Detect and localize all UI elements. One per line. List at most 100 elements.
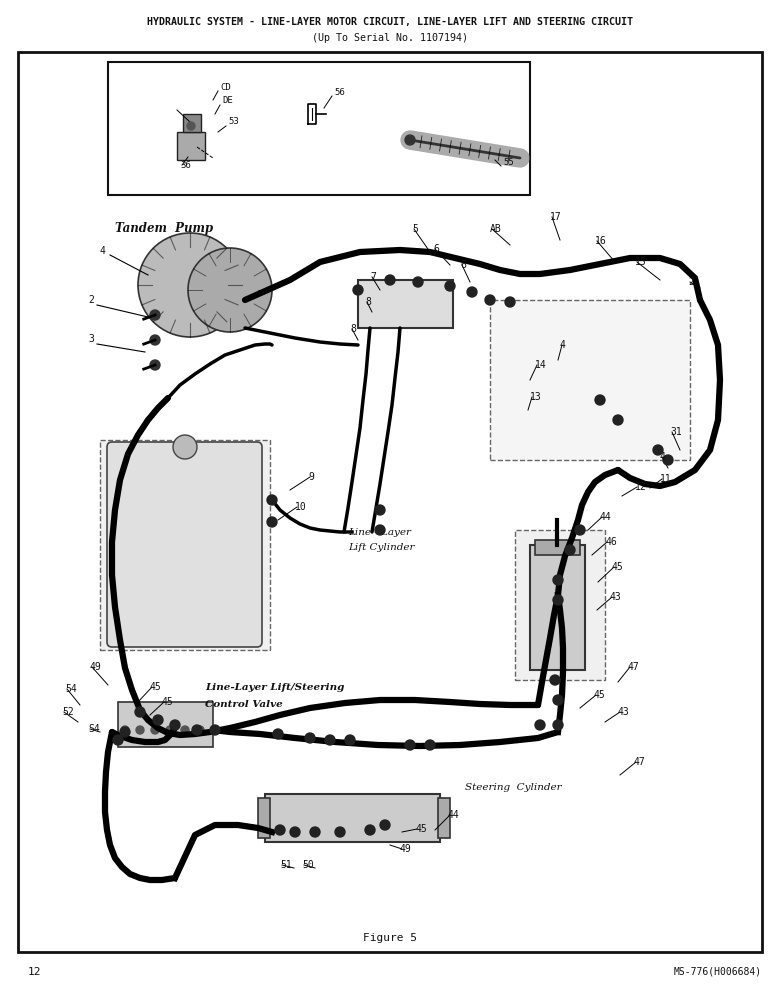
Text: CD: CD — [220, 83, 231, 92]
Text: 2: 2 — [688, 277, 694, 287]
Circle shape — [613, 415, 623, 425]
Text: Line-Layer Lift/Steering: Line-Layer Lift/Steering — [205, 683, 345, 692]
Circle shape — [565, 545, 575, 555]
Text: Steering  Cylinder: Steering Cylinder — [465, 783, 562, 792]
Text: 36: 36 — [180, 161, 191, 170]
Circle shape — [485, 295, 495, 305]
Circle shape — [467, 287, 477, 297]
Bar — [177, 132, 205, 160]
Text: Figure 5: Figure 5 — [363, 933, 417, 943]
Circle shape — [553, 695, 563, 705]
Text: 47: 47 — [628, 662, 640, 672]
Bar — [438, 798, 450, 838]
Circle shape — [553, 720, 563, 730]
Text: 53: 53 — [228, 117, 239, 126]
Circle shape — [273, 729, 283, 739]
Text: 14: 14 — [535, 360, 547, 370]
Text: 5: 5 — [412, 224, 418, 234]
Text: 4: 4 — [560, 340, 566, 350]
Text: 45: 45 — [162, 697, 174, 707]
Circle shape — [505, 297, 515, 307]
Circle shape — [445, 281, 455, 291]
Text: 50: 50 — [302, 860, 314, 870]
Circle shape — [121, 726, 129, 734]
Circle shape — [166, 726, 174, 734]
Circle shape — [335, 827, 345, 837]
Text: 45: 45 — [150, 682, 161, 692]
Text: 43: 43 — [618, 707, 629, 717]
Circle shape — [196, 726, 204, 734]
Circle shape — [310, 827, 320, 837]
Text: 8: 8 — [365, 297, 370, 307]
Bar — [530, 545, 585, 670]
Circle shape — [187, 122, 195, 130]
Text: Line - Layer: Line - Layer — [348, 528, 411, 537]
Circle shape — [120, 727, 130, 737]
Circle shape — [150, 360, 160, 370]
Text: (Up To Serial No. 1107194): (Up To Serial No. 1107194) — [312, 33, 468, 43]
Text: 31: 31 — [670, 427, 682, 437]
Circle shape — [595, 395, 605, 405]
Bar — [183, 114, 201, 132]
Text: 6: 6 — [433, 244, 439, 254]
Text: 49: 49 — [90, 662, 101, 672]
Circle shape — [425, 740, 435, 750]
Text: 16: 16 — [595, 236, 607, 246]
Bar — [515, 530, 605, 680]
Text: 45: 45 — [594, 690, 606, 700]
Circle shape — [305, 733, 315, 743]
Text: HYDRAULIC SYSTEM - LINE-LAYER MOTOR CIRCUIT, LINE-LAYER LIFT AND STEERING CIRCUI: HYDRAULIC SYSTEM - LINE-LAYER MOTOR CIRC… — [147, 17, 633, 27]
Circle shape — [150, 335, 160, 345]
Circle shape — [365, 825, 375, 835]
Text: 13: 13 — [530, 392, 542, 402]
Text: 45: 45 — [415, 824, 427, 834]
Text: 56: 56 — [334, 88, 345, 97]
Circle shape — [290, 827, 300, 837]
Bar — [490, 300, 690, 460]
Bar — [258, 798, 270, 838]
Circle shape — [113, 735, 123, 745]
Text: 47: 47 — [634, 757, 646, 767]
Circle shape — [138, 233, 242, 337]
Text: 52: 52 — [62, 707, 74, 717]
Circle shape — [553, 595, 563, 605]
Circle shape — [136, 726, 144, 734]
Circle shape — [553, 575, 563, 585]
Text: 4: 4 — [660, 452, 666, 462]
Circle shape — [380, 820, 390, 830]
Circle shape — [267, 517, 277, 527]
Text: 12: 12 — [635, 482, 647, 492]
Circle shape — [135, 707, 145, 717]
Circle shape — [153, 715, 163, 725]
Text: 44: 44 — [448, 810, 459, 820]
Text: 12: 12 — [28, 967, 41, 977]
Circle shape — [413, 277, 423, 287]
Circle shape — [275, 825, 285, 835]
Text: Tandem  Pump: Tandem Pump — [115, 222, 213, 235]
Circle shape — [575, 525, 585, 535]
Circle shape — [267, 495, 277, 505]
Circle shape — [535, 720, 545, 730]
Text: 8: 8 — [350, 324, 356, 334]
Circle shape — [653, 445, 663, 455]
Text: 55: 55 — [503, 158, 514, 167]
Bar — [535, 540, 580, 555]
Circle shape — [385, 275, 395, 285]
Circle shape — [353, 285, 363, 295]
Text: DE: DE — [222, 96, 232, 105]
Circle shape — [325, 735, 335, 745]
Bar — [118, 702, 213, 747]
Circle shape — [210, 725, 220, 735]
Text: 10: 10 — [295, 502, 307, 512]
Circle shape — [345, 735, 355, 745]
Bar — [100, 440, 270, 650]
Text: 45: 45 — [612, 562, 624, 572]
Text: 4: 4 — [100, 246, 106, 256]
Circle shape — [188, 248, 272, 332]
Text: Lift Cylinder: Lift Cylinder — [348, 543, 414, 552]
Text: 17: 17 — [550, 212, 562, 222]
Circle shape — [550, 675, 560, 685]
Circle shape — [150, 310, 160, 320]
Circle shape — [192, 725, 202, 735]
Bar — [108, 62, 530, 195]
